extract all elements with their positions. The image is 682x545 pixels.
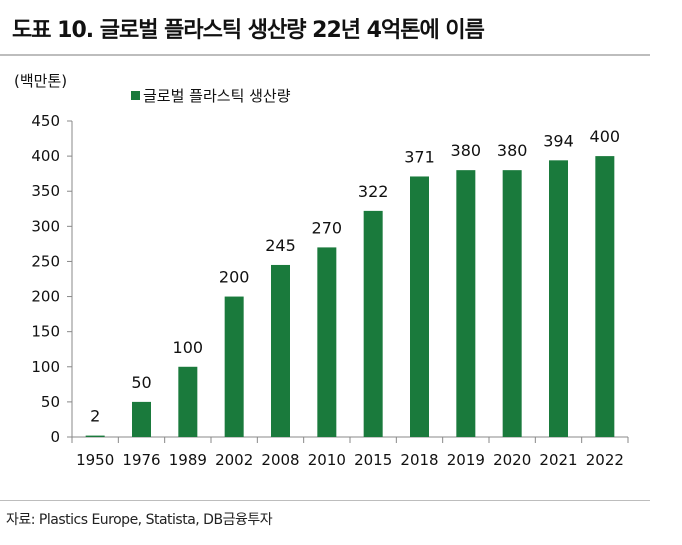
y-tick-label: 250 — [31, 252, 60, 270]
source-note: 자료: Plastics Europe, Statista, DB금융투자 — [6, 512, 273, 528]
data-label: 400 — [590, 127, 621, 146]
bar — [132, 401, 151, 437]
x-tick-label: 2021 — [539, 451, 577, 469]
y-tick-label: 0 — [50, 428, 60, 446]
x-tick-label: 2015 — [354, 451, 392, 469]
data-label: 322 — [358, 182, 389, 201]
data-label: 270 — [312, 218, 343, 237]
bar — [224, 296, 244, 437]
x-tick-label: 2002 — [215, 451, 253, 469]
data-label: 380 — [497, 141, 528, 160]
page-title: 도표 10. 글로벌 플라스틱 생산량 22년 4억톤에 이름 — [12, 18, 485, 43]
x-tick-label: 1950 — [76, 451, 114, 469]
y-axis: 0 50 100 150 200 250 300 350 400 450 — [31, 112, 73, 446]
x-axis: 1950 1976 1989 2002 2008 2010 2015 2018 2019 2020… — [71, 436, 629, 469]
bar — [271, 264, 290, 437]
bar — [85, 435, 105, 437]
data-label: 50 — [131, 373, 151, 392]
y-tick-label: 50 — [41, 393, 60, 411]
footer-divider — [0, 500, 650, 501]
x-tick-label: 2022 — [586, 451, 624, 469]
data-labels: 2 50 100 200 245 270 322 371 380 380 394 400 — [90, 127, 620, 425]
legend-label: 글로벌 플라스틱 생산량 — [143, 87, 291, 105]
bar — [410, 176, 429, 437]
bar — [595, 156, 615, 437]
bar — [363, 210, 383, 437]
x-tick-label: 2019 — [447, 451, 485, 469]
bar — [456, 170, 476, 437]
y-tick-label: 400 — [31, 147, 60, 165]
x-tick-label: 1989 — [169, 451, 207, 469]
legend: 글로벌 플라스틱 생산량 — [131, 87, 291, 105]
y-tick-label: 200 — [31, 288, 60, 306]
x-tick-label: 2010 — [308, 451, 346, 469]
bar — [549, 160, 568, 437]
x-tick-label: 2020 — [493, 451, 531, 469]
data-label: 245 — [265, 236, 296, 255]
data-label: 2 — [90, 407, 100, 426]
bar — [317, 247, 337, 437]
x-tick-label: 1976 — [122, 451, 160, 469]
data-label: 100 — [173, 338, 204, 357]
y-axis-unit-label: (백만톤) — [14, 72, 67, 90]
y-tick-label: 300 — [31, 217, 60, 235]
bar-series — [85, 156, 615, 437]
x-tick-label: 2018 — [400, 451, 438, 469]
legend-swatch — [131, 91, 140, 100]
data-label: 394 — [543, 131, 574, 150]
data-label: 200 — [219, 268, 250, 287]
bar — [502, 170, 522, 437]
y-tick-label: 350 — [31, 182, 60, 200]
title-divider — [0, 54, 650, 56]
data-label: 380 — [451, 141, 482, 160]
x-tick-label: 2008 — [261, 451, 299, 469]
data-label: 371 — [404, 147, 435, 166]
y-tick-label: 100 — [31, 358, 60, 376]
y-tick-label: 450 — [31, 112, 60, 130]
bar — [178, 366, 198, 437]
y-tick-label: 150 — [31, 323, 60, 341]
